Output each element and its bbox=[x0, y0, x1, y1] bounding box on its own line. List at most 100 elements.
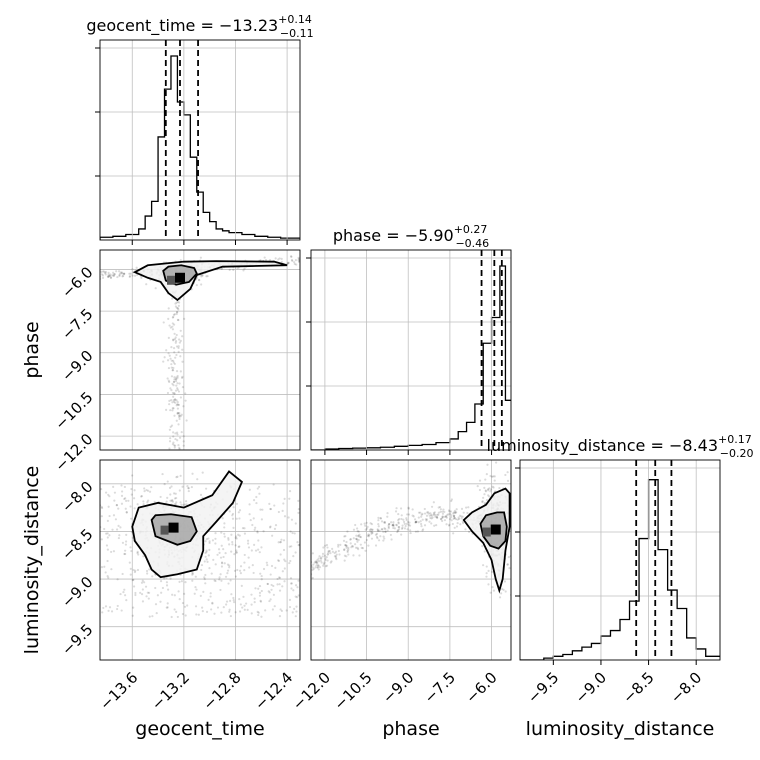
sample-point bbox=[176, 318, 180, 321]
sample-point bbox=[321, 555, 324, 558]
sample-point bbox=[288, 598, 292, 601]
sample-point bbox=[352, 554, 355, 557]
sample-point bbox=[272, 483, 275, 486]
sample-point bbox=[216, 606, 220, 609]
sample-point bbox=[211, 601, 214, 604]
sample-point bbox=[334, 550, 338, 553]
sample-point bbox=[293, 261, 296, 264]
sample-point bbox=[208, 540, 211, 543]
sample-point bbox=[377, 529, 380, 533]
sample-point bbox=[294, 595, 297, 598]
sample-point bbox=[117, 524, 120, 527]
sample-point bbox=[382, 530, 385, 533]
sample-point bbox=[238, 610, 242, 613]
sample-point bbox=[243, 532, 247, 535]
sample-point bbox=[231, 512, 235, 516]
sample-point bbox=[349, 538, 352, 541]
y-tick-label: −9.5 bbox=[58, 620, 96, 658]
sample-point bbox=[250, 603, 253, 606]
sample-point bbox=[123, 485, 126, 489]
sample-point bbox=[163, 577, 166, 580]
sample-point bbox=[283, 497, 286, 500]
panel-content bbox=[100, 460, 300, 660]
density-peak bbox=[168, 522, 179, 533]
sample-point bbox=[288, 605, 292, 609]
sample-point bbox=[359, 543, 362, 546]
sample-point bbox=[176, 412, 179, 415]
sample-point bbox=[452, 515, 456, 518]
sample-point bbox=[229, 579, 232, 582]
sample-point bbox=[281, 585, 284, 588]
sample-point bbox=[108, 534, 111, 537]
sample-point bbox=[100, 270, 103, 273]
sample-point bbox=[316, 566, 319, 569]
sample-point bbox=[169, 326, 172, 329]
sample-point bbox=[214, 579, 217, 583]
x-axis-label-phase: phase bbox=[382, 718, 439, 740]
sample-point bbox=[100, 566, 104, 569]
sample-point bbox=[347, 548, 350, 551]
sample-point bbox=[168, 403, 171, 406]
sample-point bbox=[317, 557, 320, 560]
sample-point bbox=[154, 603, 158, 606]
sample-point bbox=[218, 551, 221, 554]
sample-point bbox=[512, 480, 514, 482]
sample-point bbox=[430, 513, 433, 516]
sample-point bbox=[228, 268, 231, 271]
sample-point bbox=[175, 501, 178, 504]
sample-point bbox=[414, 530, 418, 533]
sample-point bbox=[279, 540, 282, 544]
sample-point bbox=[142, 555, 145, 558]
sample-point bbox=[254, 549, 258, 552]
sample-point bbox=[324, 557, 327, 560]
sample-point bbox=[104, 491, 108, 494]
sample-point bbox=[447, 509, 451, 512]
sample-point bbox=[365, 538, 368, 542]
sample-point bbox=[291, 611, 294, 614]
sample-point bbox=[441, 516, 444, 520]
sample-point bbox=[481, 500, 484, 504]
histogram-panel-phase: phase = −5.90+0.27 −0.46 bbox=[306, 223, 512, 455]
sample-point bbox=[424, 518, 427, 521]
panel-background bbox=[100, 40, 300, 240]
sample-point bbox=[294, 615, 297, 618]
sample-point bbox=[220, 531, 223, 534]
sample-point bbox=[376, 528, 379, 531]
sample-point bbox=[337, 545, 340, 548]
sample-point bbox=[232, 268, 235, 271]
sample-point bbox=[481, 500, 484, 503]
sample-point bbox=[105, 544, 109, 547]
sample-point bbox=[402, 520, 406, 523]
sample-point bbox=[151, 615, 154, 618]
sample-point bbox=[273, 527, 277, 530]
x-tick-label: −12.4 bbox=[251, 668, 296, 713]
sample-point bbox=[257, 613, 260, 617]
sample-point bbox=[101, 276, 105, 280]
sample-point bbox=[225, 603, 228, 606]
sample-point bbox=[425, 518, 429, 521]
sample-point bbox=[169, 577, 172, 580]
sample-point bbox=[172, 435, 175, 438]
sample-point bbox=[172, 400, 176, 403]
sample-point bbox=[100, 515, 103, 518]
sample-point bbox=[297, 579, 300, 582]
sample-point bbox=[176, 382, 179, 385]
sample-point bbox=[337, 543, 340, 546]
sample-point bbox=[165, 349, 168, 352]
sample-point bbox=[140, 495, 143, 498]
sample-point bbox=[178, 417, 181, 421]
sample-point bbox=[238, 534, 241, 537]
sample-point bbox=[165, 576, 168, 579]
sample-point bbox=[283, 515, 287, 518]
sample-point bbox=[254, 526, 257, 529]
sample-point bbox=[261, 508, 264, 511]
sample-point bbox=[370, 531, 374, 534]
sample-point bbox=[207, 554, 210, 557]
sample-point bbox=[345, 546, 348, 549]
sample-point bbox=[124, 497, 127, 500]
sample-point bbox=[482, 564, 485, 567]
sample-point bbox=[224, 552, 227, 555]
sample-point bbox=[453, 516, 456, 520]
sample-point bbox=[402, 518, 405, 521]
sample-point bbox=[175, 301, 178, 304]
